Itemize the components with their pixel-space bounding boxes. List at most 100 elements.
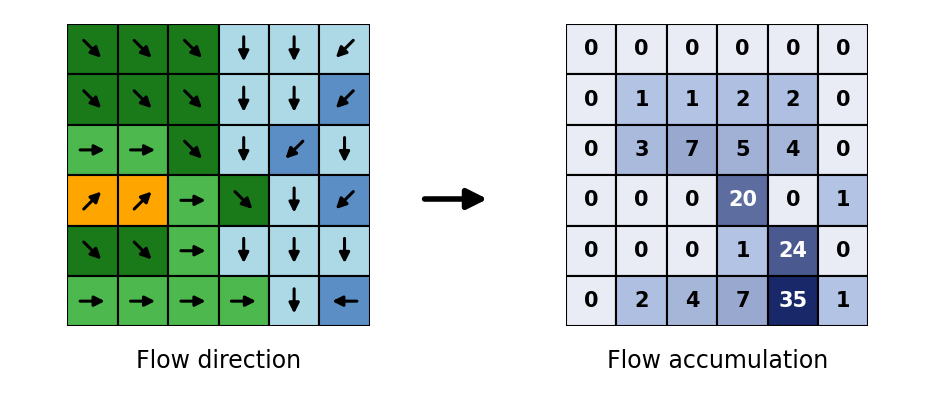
Bar — [269, 276, 319, 326]
Bar — [818, 125, 868, 175]
Text: 0: 0 — [836, 39, 850, 59]
Bar — [118, 175, 168, 226]
Bar — [67, 226, 118, 276]
Bar — [168, 175, 218, 226]
Bar — [218, 226, 269, 276]
Text: 0: 0 — [635, 241, 649, 261]
Text: 3: 3 — [635, 140, 649, 160]
Text: 0: 0 — [786, 39, 800, 59]
Text: 2: 2 — [735, 90, 750, 109]
Bar — [818, 74, 868, 125]
Bar — [667, 226, 717, 276]
Bar — [566, 125, 617, 175]
Text: 1: 1 — [685, 90, 699, 109]
Text: 0: 0 — [836, 241, 850, 261]
Bar — [717, 276, 768, 326]
Bar — [168, 125, 218, 175]
Text: 0: 0 — [836, 90, 850, 109]
Text: 0: 0 — [635, 190, 649, 210]
Text: 0: 0 — [836, 140, 850, 160]
Bar — [67, 74, 118, 125]
Text: 1: 1 — [836, 291, 850, 311]
Bar — [818, 226, 868, 276]
Bar — [218, 175, 269, 226]
Text: 7: 7 — [685, 140, 699, 160]
Bar — [818, 175, 868, 226]
Bar — [667, 125, 717, 175]
Bar — [768, 74, 818, 125]
Bar — [269, 226, 319, 276]
Bar — [168, 226, 218, 276]
Bar — [319, 276, 370, 326]
Bar — [269, 24, 319, 74]
Text: 2: 2 — [635, 291, 649, 311]
Bar — [617, 74, 667, 125]
Text: 0: 0 — [685, 39, 699, 59]
Text: Flow direction: Flow direction — [136, 349, 301, 373]
Text: 0: 0 — [584, 90, 598, 109]
Bar — [218, 276, 269, 326]
Bar — [168, 276, 218, 326]
Text: 2: 2 — [786, 90, 800, 109]
Bar — [717, 24, 768, 74]
Bar — [269, 125, 319, 175]
Bar — [319, 24, 370, 74]
Text: 7: 7 — [735, 291, 750, 311]
Text: 0: 0 — [584, 39, 598, 59]
Bar — [617, 276, 667, 326]
Bar — [717, 226, 768, 276]
Text: 0: 0 — [584, 190, 598, 210]
Bar — [818, 24, 868, 74]
Bar — [566, 74, 617, 125]
Bar — [566, 24, 617, 74]
Bar — [118, 125, 168, 175]
Bar — [218, 74, 269, 125]
Bar — [617, 226, 667, 276]
Bar — [319, 175, 370, 226]
Text: 0: 0 — [584, 291, 598, 311]
Text: 1: 1 — [735, 241, 750, 261]
Bar — [566, 226, 617, 276]
Text: 20: 20 — [728, 190, 757, 210]
Bar — [617, 24, 667, 74]
Bar — [67, 125, 118, 175]
Text: 0: 0 — [584, 241, 598, 261]
Text: 24: 24 — [778, 241, 808, 261]
Bar — [667, 74, 717, 125]
Bar — [319, 125, 370, 175]
Text: 4: 4 — [786, 140, 800, 160]
Bar — [67, 175, 118, 226]
Bar — [566, 175, 617, 226]
Text: 1: 1 — [836, 190, 850, 210]
Text: 35: 35 — [778, 291, 808, 311]
Bar — [667, 276, 717, 326]
Bar — [717, 125, 768, 175]
Bar — [818, 276, 868, 326]
Text: 5: 5 — [735, 140, 750, 160]
Bar — [768, 226, 818, 276]
Text: 0: 0 — [735, 39, 750, 59]
Bar — [118, 74, 168, 125]
Bar — [617, 125, 667, 175]
Bar — [717, 175, 768, 226]
Text: 0: 0 — [685, 190, 699, 210]
Text: 4: 4 — [685, 291, 699, 311]
Text: 0: 0 — [685, 241, 699, 261]
Bar — [768, 175, 818, 226]
Bar — [667, 175, 717, 226]
Text: Flow accumulation: Flow accumulation — [607, 349, 827, 373]
Bar — [717, 74, 768, 125]
Bar — [667, 24, 717, 74]
Bar — [67, 24, 118, 74]
Bar — [768, 276, 818, 326]
Bar — [319, 74, 370, 125]
Bar — [67, 276, 118, 326]
Bar — [768, 125, 818, 175]
Bar — [218, 24, 269, 74]
Bar — [168, 74, 218, 125]
Bar — [168, 24, 218, 74]
Bar — [319, 226, 370, 276]
Text: 0: 0 — [635, 39, 649, 59]
Bar — [617, 175, 667, 226]
Text: 0: 0 — [584, 140, 598, 160]
